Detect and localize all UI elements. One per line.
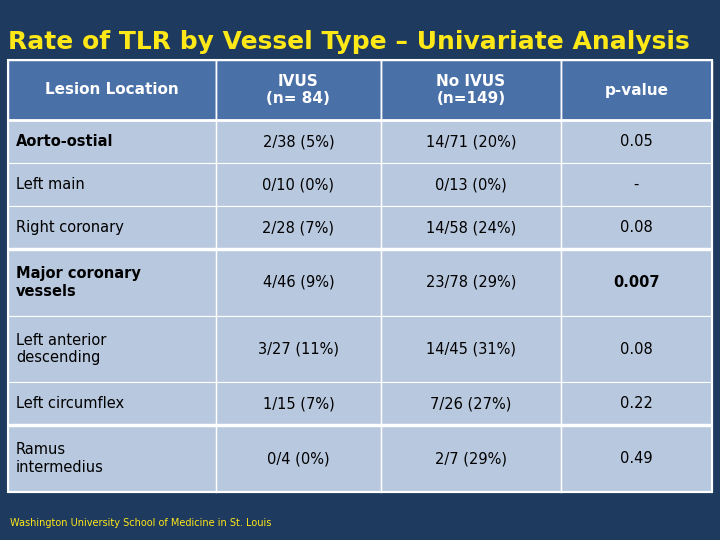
- Text: 0.08: 0.08: [620, 220, 653, 235]
- Bar: [561, 249, 712, 316]
- Text: 0/10 (0%): 0/10 (0%): [262, 177, 334, 192]
- Bar: [561, 163, 712, 206]
- Text: 14/71 (20%): 14/71 (20%): [426, 134, 516, 149]
- Text: 14/45 (31%): 14/45 (31%): [426, 341, 516, 356]
- Text: Right coronary: Right coronary: [16, 220, 124, 235]
- Bar: [8, 60, 712, 492]
- Text: 1/15 (7%): 1/15 (7%): [263, 396, 334, 411]
- Bar: [216, 120, 381, 163]
- Text: 0.22: 0.22: [620, 396, 653, 411]
- Text: Lesion Location: Lesion Location: [45, 83, 179, 98]
- Bar: [381, 316, 561, 382]
- Bar: [561, 382, 712, 426]
- Text: 0.49: 0.49: [620, 451, 652, 466]
- Bar: [8, 206, 216, 249]
- Bar: [8, 163, 216, 206]
- Bar: [381, 60, 561, 120]
- Text: 2/7 (29%): 2/7 (29%): [435, 451, 507, 466]
- Text: No IVUS
(n=149): No IVUS (n=149): [436, 74, 505, 106]
- Bar: [8, 249, 216, 316]
- Text: IVUS
(n= 84): IVUS (n= 84): [266, 74, 330, 106]
- Text: Left main: Left main: [16, 177, 85, 192]
- Bar: [216, 163, 381, 206]
- Text: Left anterior
descending: Left anterior descending: [16, 333, 107, 365]
- Text: 0/13 (0%): 0/13 (0%): [435, 177, 507, 192]
- Text: Left circumflex: Left circumflex: [16, 396, 124, 411]
- Text: -: -: [634, 177, 639, 192]
- Text: 4/46 (9%): 4/46 (9%): [263, 275, 334, 290]
- Text: p-value: p-value: [604, 83, 668, 98]
- Text: Major coronary
vessels: Major coronary vessels: [16, 266, 141, 299]
- Bar: [216, 316, 381, 382]
- Text: 0.08: 0.08: [620, 341, 653, 356]
- Bar: [561, 426, 712, 492]
- Text: 2/38 (5%): 2/38 (5%): [263, 134, 334, 149]
- Bar: [561, 206, 712, 249]
- Text: 23/78 (29%): 23/78 (29%): [426, 275, 516, 290]
- Bar: [381, 206, 561, 249]
- Text: 0.05: 0.05: [620, 134, 653, 149]
- Bar: [8, 316, 216, 382]
- Bar: [381, 426, 561, 492]
- Bar: [8, 60, 216, 120]
- Text: 3/27 (11%): 3/27 (11%): [258, 341, 339, 356]
- Bar: [561, 316, 712, 382]
- Bar: [8, 120, 216, 163]
- Bar: [561, 60, 712, 120]
- Text: Rate of TLR by Vessel Type – Univariate Analysis: Rate of TLR by Vessel Type – Univariate …: [8, 30, 690, 54]
- Text: 14/58 (24%): 14/58 (24%): [426, 220, 516, 235]
- Bar: [216, 249, 381, 316]
- Bar: [8, 382, 216, 426]
- Text: Washington University School of Medicine in St. Louis: Washington University School of Medicine…: [10, 518, 271, 528]
- Bar: [381, 249, 561, 316]
- Bar: [561, 120, 712, 163]
- Text: Aorto-ostial: Aorto-ostial: [16, 134, 114, 149]
- Text: 0/4 (0%): 0/4 (0%): [267, 451, 330, 466]
- Text: Ramus
intermedius: Ramus intermedius: [16, 442, 104, 475]
- Bar: [216, 426, 381, 492]
- Bar: [381, 382, 561, 426]
- Bar: [216, 60, 381, 120]
- Bar: [381, 163, 561, 206]
- Bar: [216, 206, 381, 249]
- Bar: [8, 426, 216, 492]
- Text: 0.007: 0.007: [613, 275, 660, 290]
- Bar: [381, 120, 561, 163]
- Text: 7/26 (27%): 7/26 (27%): [430, 396, 512, 411]
- Text: 2/28 (7%): 2/28 (7%): [262, 220, 334, 235]
- Bar: [216, 382, 381, 426]
